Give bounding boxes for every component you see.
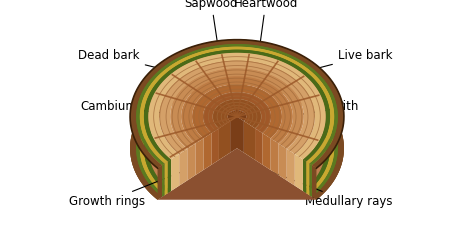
Polygon shape (204, 133, 212, 170)
Polygon shape (171, 154, 179, 191)
Polygon shape (159, 61, 315, 154)
Polygon shape (287, 149, 295, 186)
Polygon shape (244, 121, 255, 160)
Polygon shape (270, 138, 279, 175)
Polygon shape (130, 40, 344, 200)
Polygon shape (219, 121, 230, 160)
Polygon shape (157, 165, 162, 200)
Polygon shape (130, 40, 344, 168)
Polygon shape (228, 110, 246, 121)
Polygon shape (179, 149, 187, 186)
Text: Medullary rays: Medullary rays (270, 171, 392, 208)
Polygon shape (140, 47, 334, 164)
Polygon shape (192, 84, 282, 138)
Text: Cambium: Cambium (81, 100, 161, 113)
Polygon shape (279, 144, 287, 180)
Polygon shape (181, 76, 293, 144)
Polygon shape (140, 47, 334, 195)
Polygon shape (148, 53, 326, 191)
Polygon shape (255, 128, 262, 165)
Polygon shape (309, 164, 312, 197)
Polygon shape (130, 71, 344, 200)
Polygon shape (187, 144, 195, 180)
Polygon shape (212, 128, 219, 165)
Polygon shape (203, 92, 271, 133)
Polygon shape (144, 50, 330, 162)
Polygon shape (168, 159, 171, 193)
Polygon shape (140, 47, 334, 164)
Polygon shape (237, 117, 244, 153)
Polygon shape (213, 99, 261, 128)
Polygon shape (136, 44, 338, 165)
Text: Dead bark: Dead bark (78, 49, 160, 69)
Polygon shape (170, 69, 304, 149)
Polygon shape (130, 40, 344, 200)
Text: Live bark: Live bark (316, 49, 392, 69)
Polygon shape (295, 154, 303, 191)
Polygon shape (144, 50, 330, 193)
Polygon shape (195, 138, 204, 175)
Polygon shape (136, 44, 338, 165)
Text: Growth rings: Growth rings (69, 171, 183, 208)
Polygon shape (136, 44, 338, 197)
Text: Pith: Pith (297, 100, 359, 115)
Polygon shape (303, 159, 306, 193)
Polygon shape (140, 78, 334, 195)
Polygon shape (144, 50, 330, 162)
Polygon shape (136, 76, 338, 197)
Polygon shape (162, 164, 165, 197)
Text: Sapwood: Sapwood (185, 0, 238, 41)
Polygon shape (230, 117, 237, 153)
Text: Heartwood: Heartwood (234, 0, 298, 41)
Polygon shape (148, 53, 326, 159)
Polygon shape (262, 133, 270, 170)
Polygon shape (144, 81, 330, 193)
Polygon shape (165, 162, 168, 195)
Polygon shape (306, 162, 309, 195)
Polygon shape (312, 165, 317, 200)
Polygon shape (130, 40, 344, 168)
Polygon shape (157, 148, 317, 200)
